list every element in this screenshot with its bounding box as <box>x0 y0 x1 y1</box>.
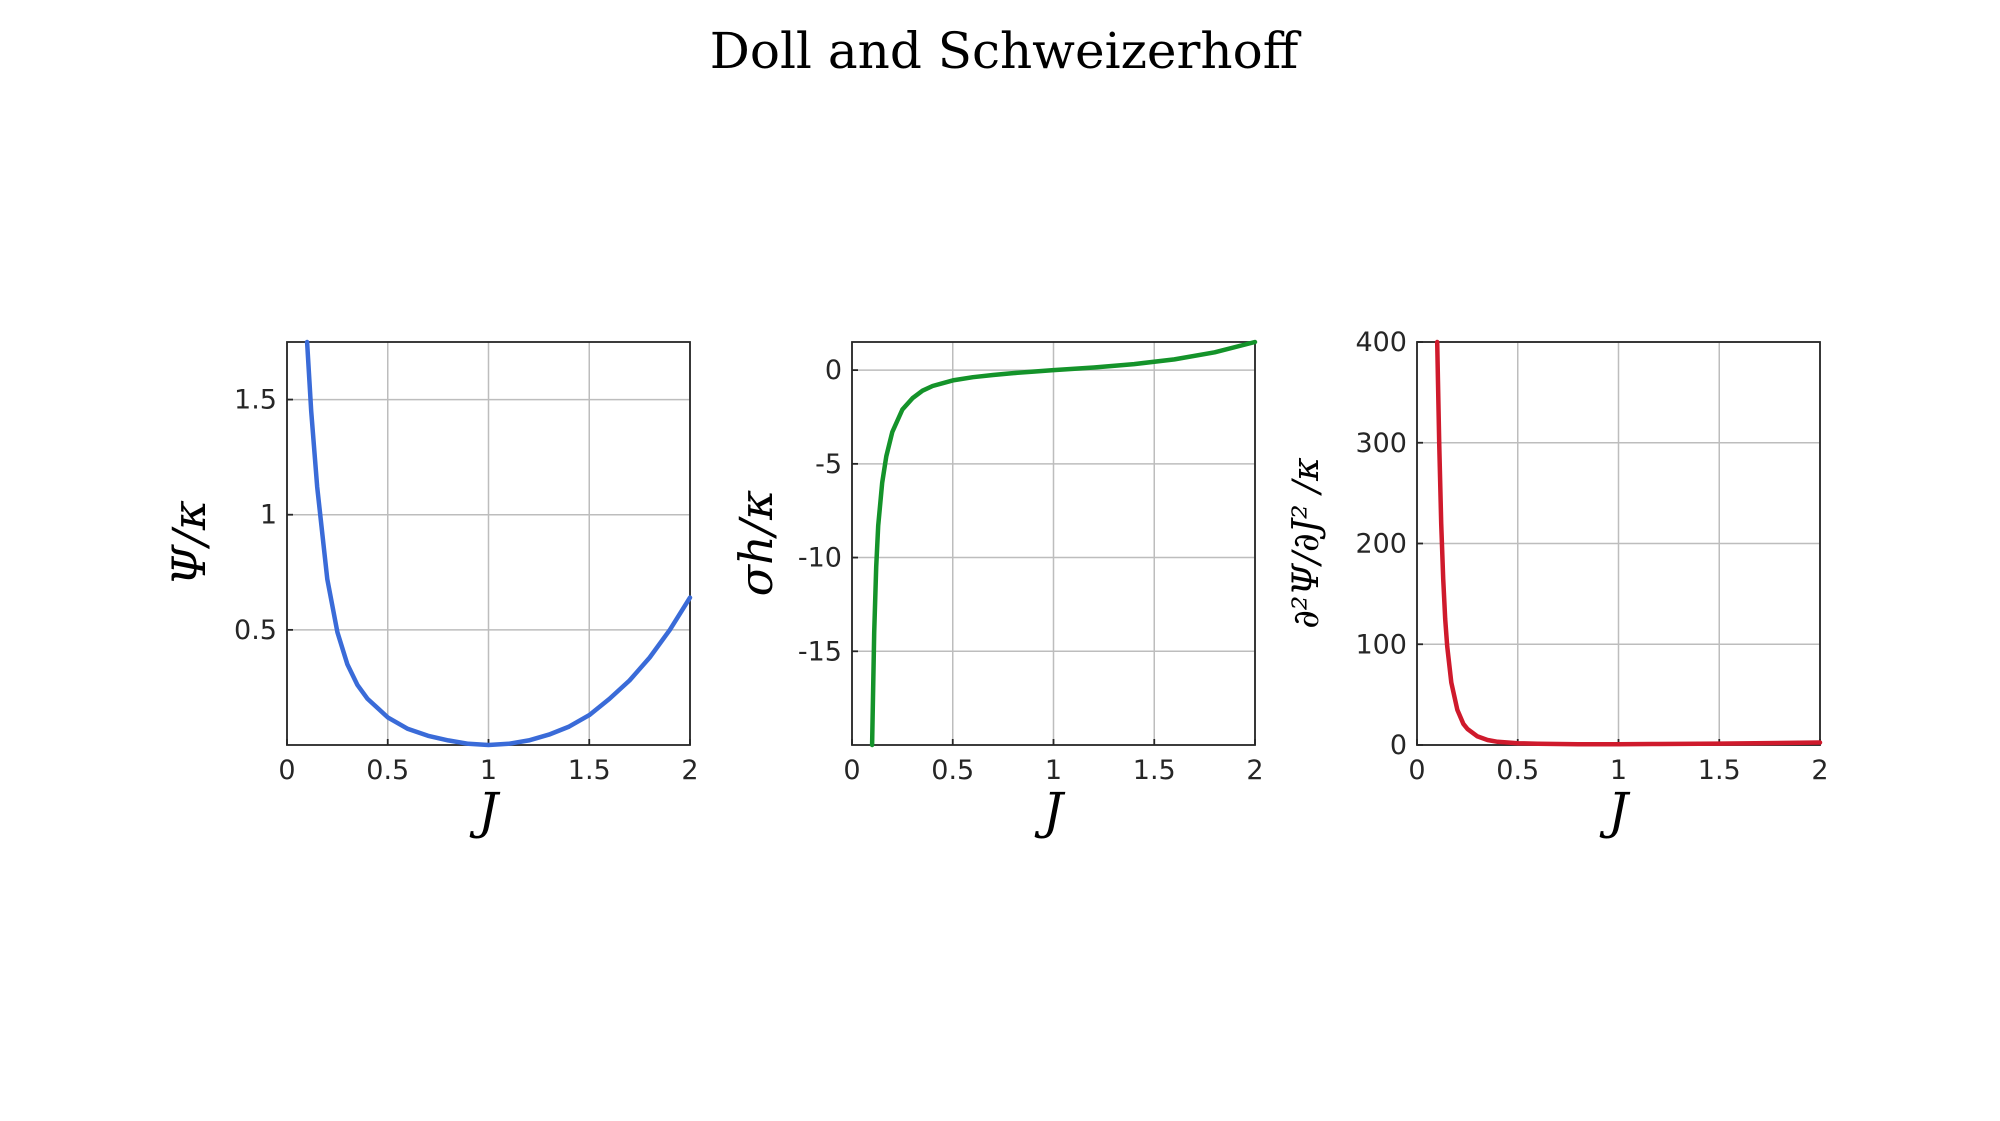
y-tick-label-psi: 1 <box>260 500 277 531</box>
y-tick-label-sigma: -15 <box>798 636 842 667</box>
x-tick-label-sigma: 1.5 <box>1133 755 1176 786</box>
x-tick-label-psi: 1.5 <box>568 755 611 786</box>
x-tick-label-sigma: 0 <box>843 755 860 786</box>
x-tick-label-psi: 1 <box>480 755 497 786</box>
x-tick-label-psi: 2 <box>681 755 698 786</box>
series-line-sigma <box>869 339 1258 748</box>
svg-text:∂²Ψ/∂J² /κ: ∂²Ψ/∂J² /κ <box>1286 457 1327 629</box>
grid-second-derivative <box>1416 341 1821 746</box>
y-axis-label-second-derivative: ∂²Ψ/∂J² /κ <box>1286 457 1327 629</box>
y-tick-label-second-derivative: 0 <box>1390 730 1407 761</box>
x-axis-label-second-derivative: J <box>1599 782 1631 840</box>
y-tick-label-second-derivative: 300 <box>1355 428 1407 459</box>
ticks-sigma: 0 0.5 1 1.5 2 -15 -10 -5 0 <box>798 355 1264 786</box>
y-tick-label-second-derivative: 400 <box>1355 327 1407 358</box>
panel-second-derivative: 0 0.5 1 1.5 2 0 100 200 300 400 J ∂²Ψ/∂J² /κ <box>1286 327 1829 840</box>
x-tick-label-psi: 0.5 <box>366 755 409 786</box>
x-tick-label-sigma: 0.5 <box>931 755 974 786</box>
x-axis-label-sigma: J <box>1034 782 1066 840</box>
x-tick-label-sigma: 1 <box>1045 755 1062 786</box>
y-tick-label-sigma: -5 <box>815 449 842 480</box>
x-tick-label-second-derivative: 1.5 <box>1698 755 1741 786</box>
y-axis-label-psi: Ψ/κ <box>162 500 216 586</box>
x-tick-label-second-derivative: 1 <box>1610 755 1627 786</box>
y-tick-label-second-derivative: 100 <box>1355 629 1407 660</box>
svg-text:Ψ/κ: Ψ/κ <box>162 500 216 586</box>
x-tick-label-sigma: 2 <box>1246 755 1263 786</box>
ticks-psi: 0 0.5 1 1.5 2 0.5 1 1.5 <box>234 385 699 786</box>
x-tick-label-psi: 0 <box>278 755 295 786</box>
ticks-second-derivative: 0 0.5 1 1.5 2 0 100 200 300 400 <box>1355 327 1828 786</box>
x-tick-label-second-derivative: 0.5 <box>1496 755 1539 786</box>
grid-sigma <box>851 342 1256 745</box>
panel-psi: 0 0.5 1 1.5 2 0.5 1 1.5 J Ψ/κ <box>162 339 699 840</box>
x-tick-label-second-derivative: 2 <box>1811 755 1828 786</box>
y-tick-label-second-derivative: 200 <box>1355 529 1407 560</box>
y-tick-label-psi: 0.5 <box>234 615 277 646</box>
y-axis-label-sigma: σh/κ <box>729 490 783 597</box>
svg-text:σh/κ: σh/κ <box>729 490 783 597</box>
y-tick-label-sigma: 0 <box>825 355 842 386</box>
x-axis-label-psi: J <box>469 782 501 840</box>
y-tick-label-sigma: -10 <box>798 543 842 574</box>
series-line-psi <box>304 339 693 748</box>
figure-title: Doll and Schweizerhoff <box>710 22 1302 80</box>
panel-sigma: 0 0.5 1 1.5 2 -15 -10 -5 0 J σh/κ <box>729 339 1264 840</box>
grid-psi <box>286 342 691 745</box>
x-tick-label-second-derivative: 0 <box>1408 755 1425 786</box>
series-line-second-derivative <box>1434 339 1823 747</box>
y-tick-label-psi: 1.5 <box>234 385 277 416</box>
